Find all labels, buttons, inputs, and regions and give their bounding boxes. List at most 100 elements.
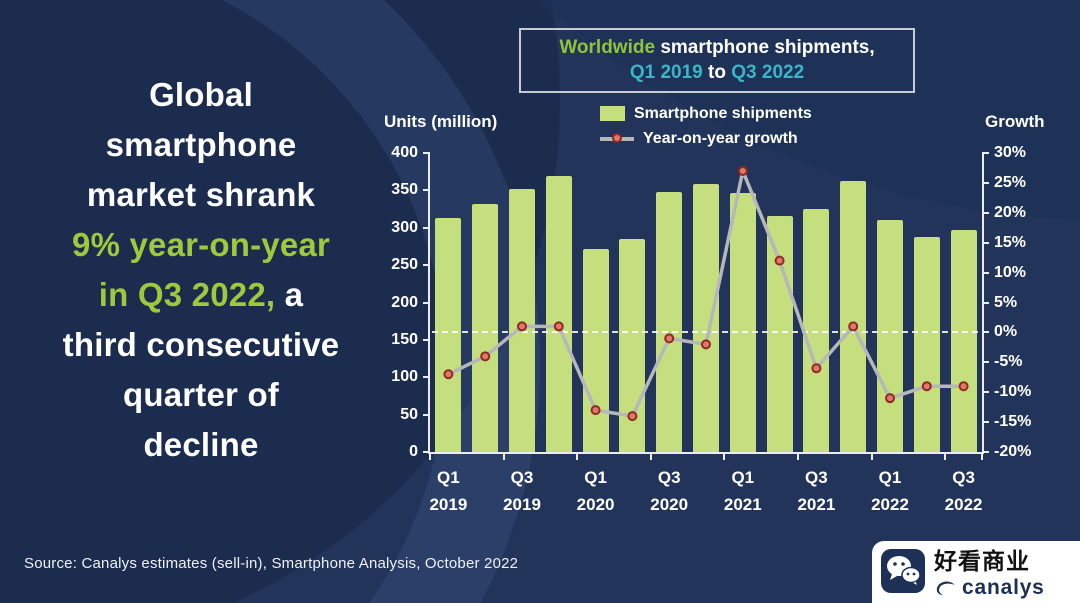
y-axis-left-tick (423, 226, 430, 229)
growth-marker-Q2-2019 (480, 351, 491, 362)
y-axis-right-tick (982, 301, 989, 304)
growth-marker-Q1-2019 (443, 369, 454, 380)
headline-text: smartphone (105, 126, 297, 163)
x-axis-tick (649, 454, 652, 460)
x-axis-label-Q3-2021: Q3 2021 (781, 464, 851, 518)
y-axis-left-line (428, 153, 430, 454)
x-axis-label-line: Q3 (510, 468, 534, 487)
y-axis-right-tick (982, 211, 989, 214)
canalys-swoosh-icon (936, 581, 955, 595)
chart-title-line1: Worldwide smartphone shipments, (521, 35, 913, 60)
left-axis-title: Units (million) (384, 112, 498, 131)
headline-text: decline (143, 426, 259, 463)
chart-title-box: Worldwide smartphone shipments, Q1 2019 … (519, 28, 915, 93)
x-axis-line (428, 452, 984, 454)
y-axis-right-tick (982, 391, 989, 394)
growth-marker-Q3-2019 (517, 321, 527, 332)
y-axis-right-label: -20% (994, 443, 1032, 460)
growth-marker-Q2-2020 (627, 411, 638, 422)
growth-marker-Q1-2021 (737, 165, 748, 176)
x-axis-tick (576, 454, 579, 460)
y-axis-left-label: 250 (391, 256, 418, 274)
y-axis-left-label: 300 (391, 218, 418, 236)
headline-line: Global (26, 70, 376, 120)
x-axis-label-line: 2022 (944, 495, 983, 514)
headline-line: decline (26, 420, 376, 470)
growth-marker-Q3-2022 (958, 381, 969, 392)
y-axis-right-tick (982, 331, 989, 334)
y-axis-right-tick (982, 421, 989, 424)
x-axis-label-line: 2019 (503, 495, 541, 514)
y-axis-left-tick (423, 338, 430, 341)
headline-text: Global (149, 76, 253, 113)
legend: Smartphone shipments Year-on-year growth (600, 101, 812, 151)
y-axis-right-label: 0% (994, 323, 1018, 341)
headline-line: smartphone (26, 120, 376, 170)
y-axis-left-label: 100 (391, 368, 418, 386)
y-axis-left-tick (423, 451, 430, 453)
bar-Q3-2021 (803, 209, 830, 452)
y-axis-left-tick (423, 413, 430, 416)
growth-marker-Q4-2019 (553, 321, 564, 332)
bar-Q2-2022 (913, 237, 940, 452)
bar-Q3-2022 (950, 229, 977, 452)
y-axis-left-tick (423, 264, 430, 267)
legend-item-shipments: Smartphone shipments (600, 101, 812, 126)
chart-title-line2: Q1 2019 to Q3 2022 (521, 60, 913, 85)
growth-line (447, 169, 964, 418)
headline-text: a (275, 276, 304, 313)
line-marker-icon (600, 132, 634, 143)
bar-Q1-2021 (729, 192, 756, 452)
wechat-icon (881, 549, 925, 593)
y-axis-left-tick (423, 189, 430, 192)
growth-marker-Q4-2020 (701, 339, 711, 350)
bar-Q4-2021 (840, 181, 867, 452)
y-axis-right-tick (982, 181, 989, 184)
x-axis-tick (944, 454, 947, 460)
headline-line: 9% year-on-year (26, 220, 376, 270)
canalys-logo: canalys (934, 576, 1045, 600)
x-axis-label-line: 2020 (650, 495, 689, 514)
x-axis-label-Q3-2020: Q3 2020 (634, 464, 704, 518)
y-axis-right-line (982, 153, 984, 454)
growth-line-chart (443, 165, 969, 422)
x-axis-tick (981, 454, 983, 460)
x-axis-label-line: Q3 (805, 468, 828, 487)
bar-Q1-2019 (435, 218, 462, 452)
y-axis-right-label: 20% (994, 203, 1027, 221)
x-axis-label-Q1-2022: Q1 2022 (855, 464, 925, 518)
headline-text: market shrank (86, 176, 316, 213)
growth-marker-Q2-2022 (921, 381, 932, 392)
x-axis-tick (870, 454, 873, 460)
y-axis-right-label: 30% (994, 144, 1027, 161)
x-axis-label-line: 2021 (797, 495, 836, 514)
bar-Q1-2022 (877, 219, 903, 452)
chart-title-segment: Q1 2019 (629, 62, 703, 83)
growth-marker-Q3-2021 (811, 363, 822, 374)
legend-label-shipments: Smartphone shipments (634, 104, 812, 122)
y-axis-right-tick (982, 152, 989, 154)
x-axis-label-Q1-2020: Q1 2020 (561, 464, 631, 518)
y-axis-left-label: 50 (400, 405, 418, 423)
zero-growth-gridline (432, 331, 978, 334)
y-axis-right-label: -10% (994, 383, 1032, 401)
headline-line: quarter of (26, 370, 376, 420)
headline-text: quarter of (122, 376, 279, 413)
bar-Q2-2021 (766, 215, 793, 452)
y-axis-right-tick (982, 451, 989, 453)
y-axis-right-tick (982, 361, 989, 364)
chart-title-segment: to (702, 62, 732, 83)
x-axis-label-line: 2021 (723, 495, 762, 514)
legend-label-growth: Year-on-year growth (643, 129, 798, 147)
watermark-chip: 好看商业 canalys (872, 541, 1080, 603)
headline-highlight: 9% year-on-year (72, 226, 330, 263)
canalys-wordmark: canalys (962, 576, 1045, 599)
chart-title-segment: smartphone shipments, (655, 37, 875, 58)
y-axis-right-label: 15% (994, 233, 1027, 251)
chart-title-segment: Worldwide (559, 37, 656, 58)
y-axis-left-tick (423, 301, 430, 304)
y-axis-right-label: 5% (994, 293, 1018, 311)
y-axis-right-label: -15% (994, 413, 1032, 431)
bar-Q4-2020 (693, 183, 719, 452)
